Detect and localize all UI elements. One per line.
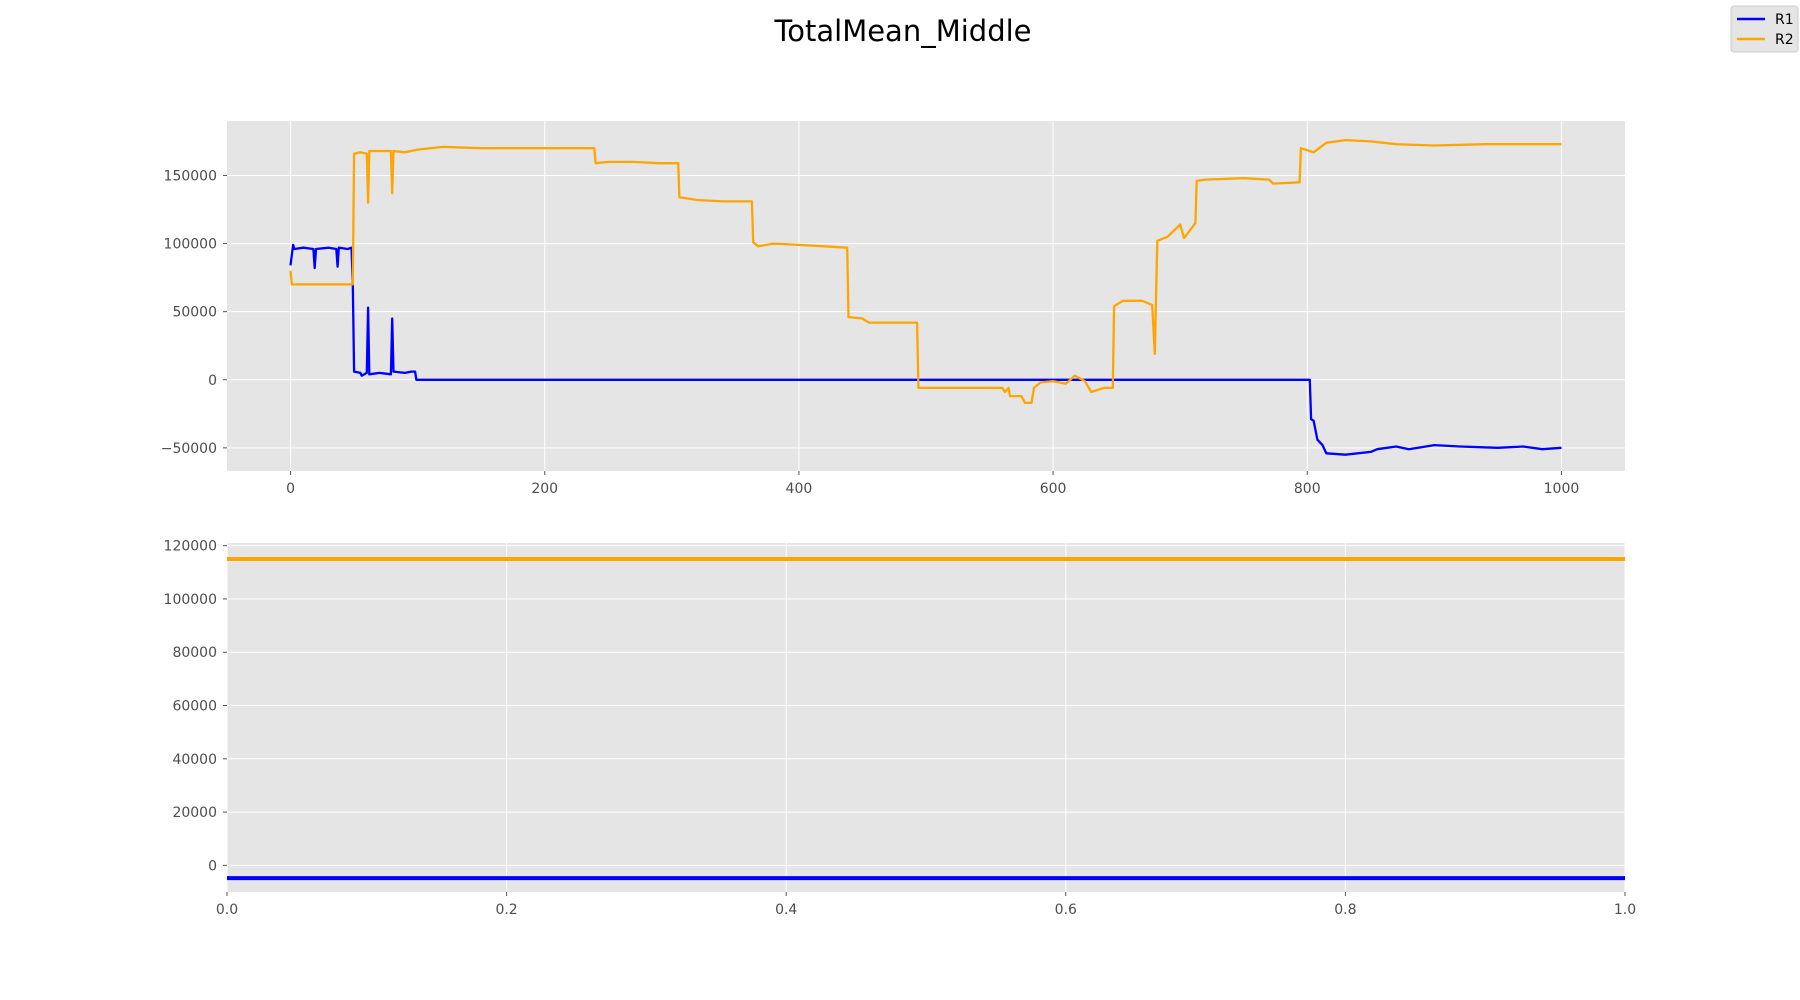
legend: R1 R2 xyxy=(1730,5,1799,53)
x-tick-label: 0.4 xyxy=(775,902,797,918)
bottom-series xyxy=(227,557,1625,881)
y-tick-label: 0 xyxy=(208,858,217,874)
y-tick-label: 100000 xyxy=(164,592,217,608)
top-series xyxy=(289,138,1562,456)
y-tick-label: 100000 xyxy=(164,237,217,253)
x-tick-label: 0.2 xyxy=(495,902,517,918)
top-grid xyxy=(227,121,1625,471)
bottom-chart: 0.0 0.2 0.4 0.6 0.8 1.0 0 20000 40000 60000 80000 1… xyxy=(164,539,1637,918)
y-tick-label: 150000 xyxy=(164,168,217,184)
bottom-plot-area xyxy=(227,543,1625,892)
x-tick-label: 0.0 xyxy=(216,902,238,918)
top-ticks: 0 200 400 600 800 1000 −50000 0 50000 100000 15000… xyxy=(161,168,1580,497)
top-chart: 0 200 400 600 800 1000 −50000 0 50000 100000 15000… xyxy=(161,121,1625,497)
legend-label-r1: R1 xyxy=(1775,12,1794,28)
y-tick-label: 120000 xyxy=(164,539,217,555)
bottom-ticks: 0.0 0.2 0.4 0.6 0.8 1.0 0 20000 40000 60000 80000 1… xyxy=(164,539,1637,918)
x-tick-label: 0.6 xyxy=(1055,902,1077,918)
y-tick-label: 60000 xyxy=(172,699,217,715)
legend-label-r2: R2 xyxy=(1775,32,1794,48)
x-tick-label: 0.8 xyxy=(1334,902,1356,918)
y-tick-label: 40000 xyxy=(172,752,217,768)
figure-title: TotalMean_Middle xyxy=(773,14,1031,48)
series-line-r2 xyxy=(289,138,1562,405)
x-tick-label: 200 xyxy=(531,481,558,497)
top-plot-area xyxy=(227,121,1625,471)
y-tick-label: 50000 xyxy=(172,305,217,321)
series-line-r1 xyxy=(289,243,1562,456)
x-tick-label: 0 xyxy=(286,481,295,497)
x-tick-label: 1000 xyxy=(1544,481,1580,497)
x-tick-label: 800 xyxy=(1294,481,1321,497)
y-tick-label: 80000 xyxy=(172,645,217,661)
bottom-grid xyxy=(226,543,1626,892)
x-tick-label: 600 xyxy=(1040,481,1067,497)
x-tick-label: 400 xyxy=(786,481,813,497)
y-tick-label: −50000 xyxy=(161,441,217,457)
x-tick-label: 1.0 xyxy=(1614,902,1636,918)
y-tick-label: 0 xyxy=(208,373,217,389)
y-tick-label: 20000 xyxy=(172,805,217,821)
legend-box xyxy=(1730,5,1799,53)
